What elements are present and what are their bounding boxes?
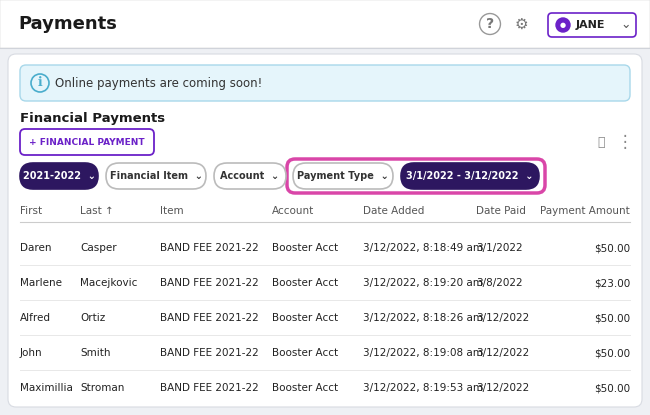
- Text: ⚙: ⚙: [514, 17, 528, 32]
- Text: Last ↑: Last ↑: [80, 206, 114, 216]
- Text: Maximillia: Maximillia: [20, 383, 73, 393]
- Text: Financial Item  ⌄: Financial Item ⌄: [110, 171, 202, 181]
- Text: 3/12/2022: 3/12/2022: [476, 313, 529, 323]
- Text: 3/12/2022, 8:19:20 am: 3/12/2022, 8:19:20 am: [363, 278, 483, 288]
- Text: 3/12/2022, 8:19:53 am: 3/12/2022, 8:19:53 am: [363, 383, 483, 393]
- Text: 3/12/2022, 8:19:08 am: 3/12/2022, 8:19:08 am: [363, 348, 483, 358]
- Text: + FINANCIAL PAYMENT: + FINANCIAL PAYMENT: [29, 137, 145, 146]
- Text: 🔍: 🔍: [597, 136, 604, 149]
- Text: Smith: Smith: [80, 348, 111, 358]
- Text: Item: Item: [160, 206, 183, 216]
- Text: 3/8/2022: 3/8/2022: [476, 278, 523, 288]
- Text: Marlene: Marlene: [20, 278, 62, 288]
- Text: Ortiz: Ortiz: [80, 313, 105, 323]
- Text: Account: Account: [272, 206, 314, 216]
- Text: Booster Acct: Booster Acct: [272, 383, 338, 393]
- Text: $50.00: $50.00: [594, 243, 630, 253]
- Text: Payment Amount: Payment Amount: [540, 206, 630, 216]
- Text: ℹ: ℹ: [38, 76, 42, 90]
- Text: Financial Payments: Financial Payments: [20, 112, 165, 124]
- FancyBboxPatch shape: [214, 163, 286, 189]
- Text: Booster Acct: Booster Acct: [272, 313, 338, 323]
- FancyBboxPatch shape: [293, 163, 393, 189]
- Text: Macejkovic: Macejkovic: [80, 278, 137, 288]
- Text: First: First: [20, 206, 42, 216]
- Text: $50.00: $50.00: [594, 348, 630, 358]
- Text: 3/12/2022, 8:18:26 am: 3/12/2022, 8:18:26 am: [363, 313, 483, 323]
- Text: Daren: Daren: [20, 243, 51, 253]
- Text: BAND FEE 2021-22: BAND FEE 2021-22: [160, 383, 259, 393]
- Text: $23.00: $23.00: [593, 278, 630, 288]
- Text: Casper: Casper: [80, 243, 116, 253]
- FancyBboxPatch shape: [20, 129, 154, 155]
- FancyBboxPatch shape: [8, 54, 642, 407]
- Text: Date Paid: Date Paid: [476, 206, 526, 216]
- Text: ●: ●: [560, 22, 566, 28]
- Text: 3/12/2022, 8:18:49 am: 3/12/2022, 8:18:49 am: [363, 243, 483, 253]
- Text: Stroman: Stroman: [80, 383, 124, 393]
- Text: 3/1/2022: 3/1/2022: [476, 243, 523, 253]
- Text: BAND FEE 2021-22: BAND FEE 2021-22: [160, 313, 259, 323]
- Text: BAND FEE 2021-22: BAND FEE 2021-22: [160, 348, 259, 358]
- Text: JANE: JANE: [576, 20, 606, 30]
- Text: Account  ⌄: Account ⌄: [220, 171, 280, 181]
- Text: Date Added: Date Added: [363, 206, 424, 216]
- Text: 3/12/2022: 3/12/2022: [476, 348, 529, 358]
- FancyBboxPatch shape: [548, 13, 636, 37]
- Text: 3/12/2022: 3/12/2022: [476, 383, 529, 393]
- Text: Alfred: Alfred: [20, 313, 51, 323]
- Text: $50.00: $50.00: [594, 313, 630, 323]
- Text: Booster Acct: Booster Acct: [272, 278, 338, 288]
- Text: BAND FEE 2021-22: BAND FEE 2021-22: [160, 278, 259, 288]
- Text: ?: ?: [486, 17, 494, 31]
- FancyBboxPatch shape: [0, 0, 650, 48]
- Text: BAND FEE 2021-22: BAND FEE 2021-22: [160, 243, 259, 253]
- FancyBboxPatch shape: [106, 163, 206, 189]
- Text: Booster Acct: Booster Acct: [272, 348, 338, 358]
- Text: ⌄: ⌄: [621, 19, 631, 32]
- Text: $50.00: $50.00: [594, 383, 630, 393]
- Text: Payment Type  ⌄: Payment Type ⌄: [297, 171, 389, 181]
- FancyBboxPatch shape: [401, 163, 539, 189]
- FancyBboxPatch shape: [20, 163, 98, 189]
- Text: Booster Acct: Booster Acct: [272, 243, 338, 253]
- Text: Payments: Payments: [18, 15, 117, 33]
- Text: 2021-2022  ⌄: 2021-2022 ⌄: [23, 171, 96, 181]
- Circle shape: [556, 18, 570, 32]
- Text: ⋮: ⋮: [617, 133, 633, 151]
- Text: Online payments are coming soon!: Online payments are coming soon!: [55, 76, 262, 90]
- FancyBboxPatch shape: [20, 65, 630, 101]
- Text: John: John: [20, 348, 43, 358]
- Text: 3/1/2022 - 3/12/2022  ⌄: 3/1/2022 - 3/12/2022 ⌄: [406, 171, 534, 181]
